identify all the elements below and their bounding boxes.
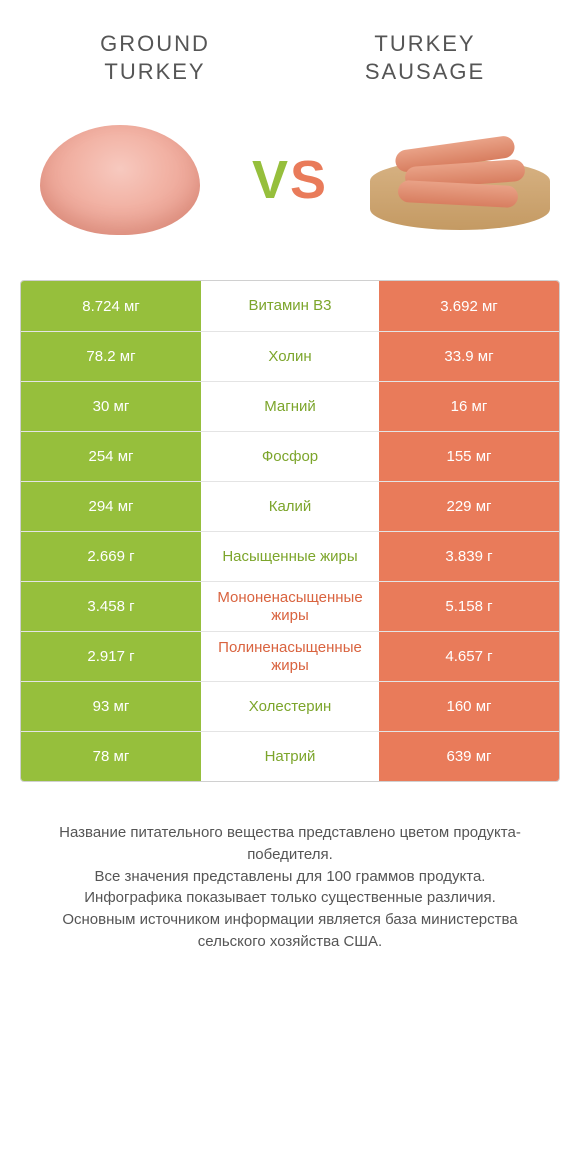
ground-turkey-image (30, 115, 210, 245)
nutrient-label: Витамин B3 (201, 281, 379, 331)
right-value-cell: 3.839 г (379, 532, 559, 581)
nutrient-label: Натрий (201, 732, 379, 781)
table-row: 2.669 гНасыщенные жиры3.839 г (21, 531, 559, 581)
vs-letter-s: S (290, 150, 328, 210)
nutrient-label: Холестерин (201, 682, 379, 731)
table-row: 78 мгНатрий639 мг (21, 731, 559, 781)
footer-line-1: Название питательного вещества представл… (30, 822, 550, 866)
ground-turkey-icon (40, 125, 200, 235)
footer-line-3: Инфографика показывает только существенн… (30, 887, 550, 909)
nutrient-label: Мононенасыщенные жиры (201, 582, 379, 631)
right-value-cell: 5.158 г (379, 582, 559, 631)
nutrient-label: Полиненасыщенные жиры (201, 632, 379, 681)
left-value-cell: 30 мг (21, 382, 201, 431)
table-row: 254 мгФосфор155 мг (21, 431, 559, 481)
nutrient-label: Калий (201, 482, 379, 531)
turkey-sausage-icon (370, 125, 550, 235)
right-value-cell: 33.9 мг (379, 332, 559, 381)
left-value-cell: 3.458 г (21, 582, 201, 631)
table-row: 78.2 мгХолин33.9 мг (21, 331, 559, 381)
nutrient-label: Магний (201, 382, 379, 431)
left-value-cell: 254 мг (21, 432, 201, 481)
left-value-cell: 78.2 мг (21, 332, 201, 381)
table-row: 8.724 мгВитамин B33.692 мг (21, 281, 559, 331)
left-value-cell: 2.669 г (21, 532, 201, 581)
right-value-cell: 639 мг (379, 732, 559, 781)
turkey-sausage-image (370, 115, 550, 245)
table-row: 3.458 гМононенасыщенные жиры5.158 г (21, 581, 559, 631)
footer-line-2: Все значения представлены для 100 граммо… (30, 866, 550, 888)
titles-row: GROUNDTURKEY TURKEYSAUSAGE (20, 30, 560, 85)
table-row: 294 мгКалий229 мг (21, 481, 559, 531)
table-row: 93 мгХолестерин160 мг (21, 681, 559, 731)
table-row: 2.917 гПолиненасыщенные жиры4.657 г (21, 631, 559, 681)
right-value-cell: 3.692 мг (379, 281, 559, 331)
left-value-cell: 294 мг (21, 482, 201, 531)
vs-row: VS (20, 115, 560, 245)
nutrient-label: Фосфор (201, 432, 379, 481)
left-value-cell: 93 мг (21, 682, 201, 731)
left-value-cell: 8.724 мг (21, 281, 201, 331)
infographic-container: GROUNDTURKEY TURKEYSAUSAGE VS 8.724 мгВи… (0, 0, 580, 993)
right-product-title: TURKEYSAUSAGE (290, 30, 560, 85)
left-product-title: GROUNDTURKEY (20, 30, 290, 85)
footer-line-4: Основным источником информации является … (30, 909, 550, 953)
vs-letter-v: V (252, 150, 290, 210)
table-row: 30 мгМагний16 мг (21, 381, 559, 431)
right-value-cell: 16 мг (379, 382, 559, 431)
right-value-cell: 155 мг (379, 432, 559, 481)
comparison-table: 8.724 мгВитамин B33.692 мг78.2 мгХолин33… (20, 280, 560, 782)
footer-notes: Название питательного вещества представл… (20, 822, 560, 953)
right-value-cell: 4.657 г (379, 632, 559, 681)
nutrient-label: Насыщенные жиры (201, 532, 379, 581)
vs-label: VS (252, 149, 328, 211)
right-value-cell: 160 мг (379, 682, 559, 731)
left-value-cell: 78 мг (21, 732, 201, 781)
right-value-cell: 229 мг (379, 482, 559, 531)
left-value-cell: 2.917 г (21, 632, 201, 681)
nutrient-label: Холин (201, 332, 379, 381)
